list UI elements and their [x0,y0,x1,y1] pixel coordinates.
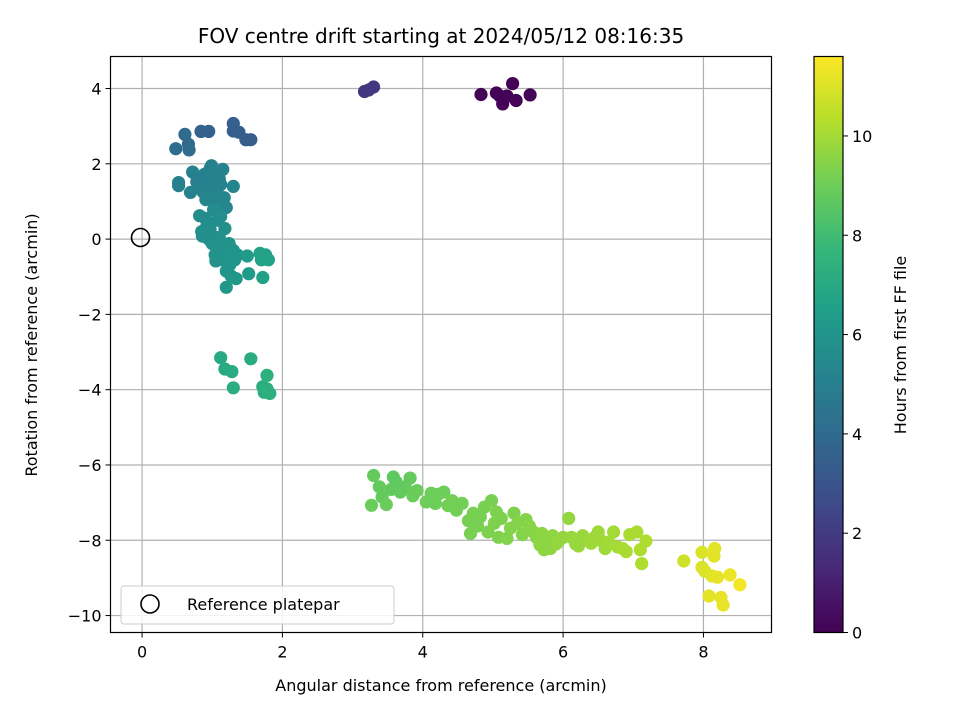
scatter-point [733,578,747,592]
colorbar-tick-label: 8 [852,226,862,245]
legend-box [120,585,395,625]
scatter-point [716,598,730,612]
colorbar-label: Hours from first FF file [891,256,910,435]
scatter-point [172,176,186,190]
scatter-point [723,568,737,582]
chart-title: FOV centre drift starting at 2024/05/12 … [198,24,684,48]
legend: Reference platepar [120,585,395,625]
colorbar-tick-label: 4 [852,425,862,444]
scatter-point [226,179,240,193]
scatter-point [639,534,653,548]
scatter-point [507,506,521,520]
scatter-point [229,272,243,286]
scatter-point [216,162,230,176]
scatter-point [230,248,245,262]
legend-marker-icon [140,594,160,614]
scatter-point [500,531,514,546]
scatter-point [437,485,451,499]
reference-marker [130,227,151,248]
scatter-point [630,525,644,539]
y-tick-label: −2 [78,305,102,324]
scatter-point [379,497,393,512]
scatter-point [203,223,217,237]
y-axis-label: Rotation from reference (arcmin) [22,213,41,476]
scatter-point [494,511,508,525]
scatter-point [256,270,270,285]
scatter-point [403,471,417,485]
y-axis-ticks: 4 2 0 −2 −4 −6 −8 −10 [68,80,111,626]
colorbar-tick-label: 0 [852,624,862,643]
scatter-point [263,386,277,400]
scatter-point [410,484,424,498]
y-tick-label: −6 [78,456,102,475]
scatter-point [202,124,216,138]
scatter-point [214,177,228,192]
scatter-point [710,570,725,584]
scatter-point [677,554,691,568]
x-tick-label: 4 [418,643,428,662]
scatter-point [474,87,488,102]
scatter-point [635,557,649,571]
y-tick-label: −10 [68,607,102,626]
scatter-point [219,280,233,294]
scatter-point [695,545,709,559]
scatter-point [562,511,576,525]
scatter-point [225,365,239,379]
y-tick-label: 2 [91,155,101,174]
scatter-point [182,143,196,157]
scatter-point [509,93,523,108]
y-tick-label: −8 [78,531,102,550]
x-axis-ticks: 0 2 4 6 8 [137,632,709,662]
scatter-point [244,352,258,366]
scatter-point [523,88,537,102]
scatter-point [183,185,198,199]
scatter-point [214,209,228,224]
colorbar [813,55,844,634]
x-tick-label: 0 [137,643,147,662]
scatter-point [367,468,381,483]
x-axis-label: Angular distance from reference (arcmin) [275,676,606,695]
scatter-point [242,267,256,281]
colorbar-ticks: 0 2 4 6 8 10 [843,127,872,643]
scatter-point [261,253,275,267]
y-tick-label: −4 [78,381,102,400]
scatter-point [214,351,228,365]
colorbar-tick-label: 6 [852,326,862,345]
scatter-point [455,496,469,510]
scatter-point [367,80,381,94]
scatter-point [226,381,240,395]
scatter-point [169,142,183,156]
scatter-point [607,525,621,539]
plot-area-frame [109,55,773,634]
scatter-point [260,368,274,382]
scatter-point [364,498,379,512]
x-tick-label: 2 [277,643,287,662]
scatter-point [244,133,258,147]
x-tick-label: 8 [698,643,708,662]
colorbar-tick-label: 10 [852,127,872,146]
legend-entry-reference: Reference platepar [187,595,340,614]
scatter-point [240,249,254,263]
scatter-point [505,77,520,91]
scatter-point [708,541,722,556]
scatter-point [702,589,716,603]
scatter-point [218,221,232,236]
colorbar-tick-label: 2 [852,524,862,543]
scatter-point [484,494,499,508]
data-points [169,77,747,612]
x-tick-label: 6 [558,643,568,662]
y-tick-label: 4 [91,80,101,99]
scatter-point [372,480,386,494]
y-tick-label: 0 [91,230,101,249]
scatter-point [619,545,633,559]
